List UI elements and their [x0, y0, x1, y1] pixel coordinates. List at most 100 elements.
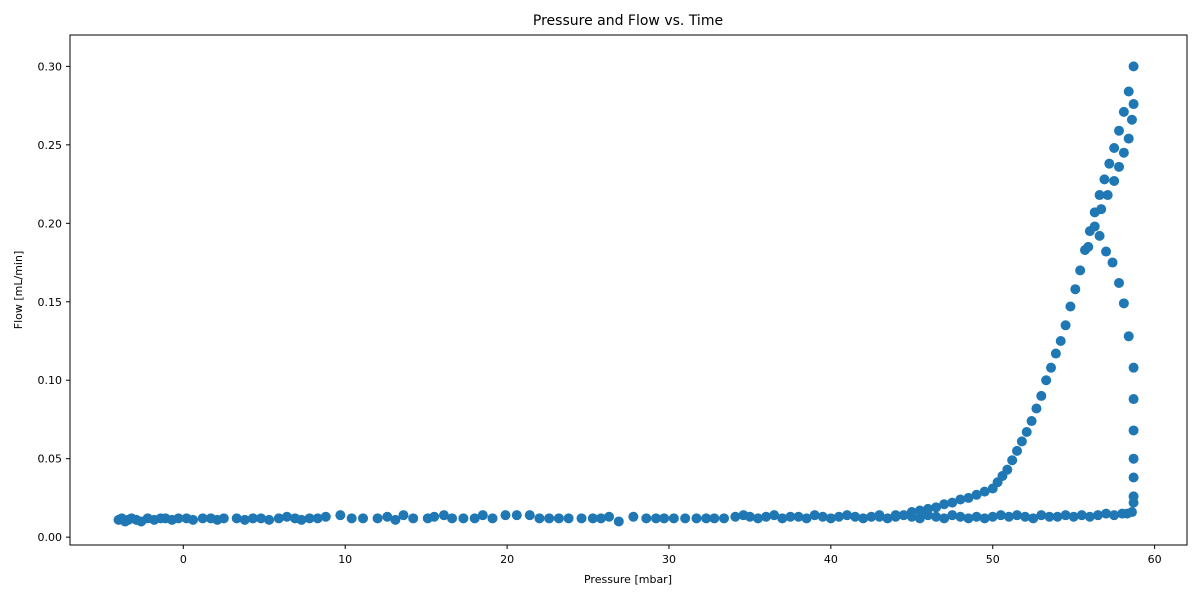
- data-point: [1114, 277, 1125, 288]
- data-point: [1128, 99, 1139, 110]
- data-point: [1128, 491, 1139, 502]
- data-point: [842, 510, 853, 521]
- data-point: [335, 510, 346, 521]
- data-point: [1003, 511, 1014, 522]
- data-point: [850, 511, 861, 522]
- data-point: [777, 513, 788, 524]
- data-point: [744, 511, 755, 522]
- data-point: [1109, 510, 1120, 521]
- data-point: [963, 513, 974, 524]
- data-point: [1128, 472, 1139, 483]
- data-point: [1118, 298, 1129, 309]
- data-point: [1026, 416, 1037, 427]
- data-point: [1114, 161, 1125, 172]
- data-point: [1101, 246, 1112, 257]
- data-point: [239, 514, 250, 525]
- data-point: [858, 513, 869, 524]
- data-point: [809, 510, 820, 521]
- y-tick-label: 0.10: [38, 374, 63, 387]
- data-point: [1075, 265, 1086, 276]
- data-point: [1118, 147, 1129, 158]
- data-point: [264, 514, 275, 525]
- data-point: [1107, 257, 1118, 268]
- data-point: [995, 510, 1006, 521]
- x-tick-label: 30: [662, 553, 676, 566]
- data-point: [882, 513, 893, 524]
- data-point: [511, 510, 522, 521]
- data-point: [256, 513, 267, 524]
- data-point: [1123, 133, 1134, 144]
- y-tick-label: 0.20: [38, 217, 63, 230]
- data-point: [979, 513, 990, 524]
- data-point: [1021, 427, 1032, 438]
- data-point: [1126, 507, 1137, 518]
- data-point: [447, 513, 458, 524]
- data-point: [1123, 86, 1134, 97]
- data-point: [691, 513, 702, 524]
- data-point: [469, 513, 480, 524]
- data-point: [769, 510, 780, 521]
- data-point: [1096, 204, 1107, 215]
- x-tick-label: 60: [1148, 553, 1162, 566]
- data-point: [1028, 513, 1039, 524]
- data-point: [1016, 436, 1027, 447]
- data-point: [398, 510, 409, 521]
- x-axis-label: Pressure [mbar]: [584, 573, 672, 586]
- data-point: [651, 513, 662, 524]
- data-point: [1114, 125, 1125, 136]
- data-point: [1031, 403, 1042, 414]
- data-point: [947, 497, 958, 508]
- data-point: [231, 513, 242, 524]
- x-tick-label: 50: [986, 553, 1000, 566]
- data-point: [1109, 142, 1120, 153]
- data-point: [604, 511, 615, 522]
- data-point: [1036, 390, 1047, 401]
- data-point: [906, 507, 917, 518]
- x-tick-label: 40: [824, 553, 838, 566]
- data-point: [1055, 336, 1066, 346]
- data-point: [1044, 511, 1055, 522]
- data-point: [534, 513, 545, 524]
- data-point: [1128, 394, 1139, 405]
- y-tick-label: 0.30: [38, 60, 63, 73]
- data-point: [1089, 221, 1100, 232]
- data-point: [1012, 445, 1023, 456]
- data-point: [890, 510, 901, 521]
- data-point: [1060, 510, 1071, 521]
- data-point: [719, 513, 730, 524]
- data-point: [801, 513, 812, 524]
- data-point: [1068, 511, 1079, 522]
- data-point: [898, 510, 909, 521]
- data-point: [358, 513, 369, 524]
- data-point: [939, 499, 950, 510]
- data-point: [1094, 190, 1105, 201]
- data-point: [1094, 230, 1105, 241]
- data-point: [587, 513, 598, 524]
- data-point: [576, 513, 587, 524]
- data-point: [947, 510, 958, 521]
- data-point: [273, 513, 284, 524]
- y-tick-label: 0.05: [38, 453, 63, 466]
- data-point: [1109, 175, 1120, 186]
- data-point: [730, 511, 741, 522]
- data-point: [281, 511, 292, 522]
- data-point: [390, 514, 401, 525]
- data-point: [1104, 158, 1115, 169]
- data-point: [979, 486, 990, 497]
- data-point: [197, 513, 208, 524]
- data-point: [296, 514, 307, 525]
- data-point: [544, 513, 555, 524]
- data-point: [304, 513, 315, 524]
- data-point: [247, 513, 258, 524]
- data-point: [1128, 362, 1139, 373]
- data-point: [1007, 455, 1018, 466]
- data-point: [553, 513, 564, 524]
- data-point: [1083, 241, 1094, 252]
- data-point: [971, 511, 982, 522]
- data-point: [753, 513, 764, 524]
- data-point: [1046, 362, 1057, 373]
- data-point: [1070, 284, 1081, 295]
- data-point: [659, 513, 670, 524]
- data-point: [833, 511, 844, 522]
- data-point: [1084, 511, 1095, 522]
